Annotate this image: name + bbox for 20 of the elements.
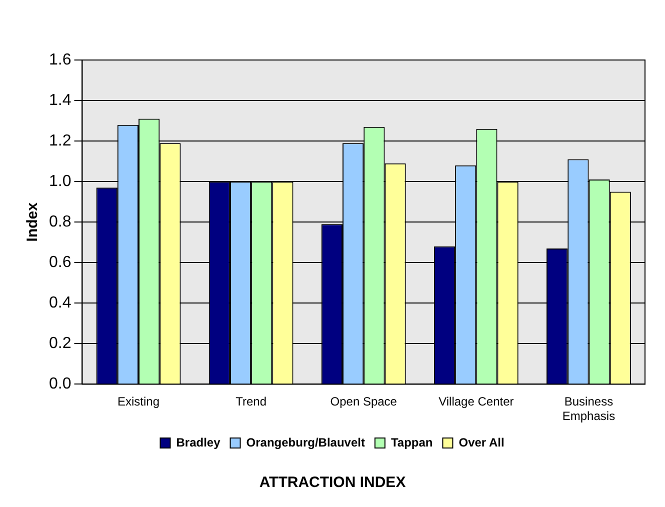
y-tick-label: 1.6	[48, 51, 72, 68]
legend-label: Orangeburg/Blauvelt	[246, 435, 365, 450]
y-tick-label: 0.2	[48, 335, 72, 352]
x-tick-label: Existing	[118, 394, 160, 409]
legend-label: Over All	[458, 435, 504, 450]
y-axis-title: Index	[24, 202, 42, 242]
legend-label: Tappan	[390, 435, 433, 450]
text: ATTRACTION INDEX	[259, 474, 406, 492]
y-tick-label: 1.0	[48, 172, 72, 190]
x-tick-label: Business Emphasis	[562, 394, 616, 424]
y-tick-label: 0.8	[48, 214, 72, 231]
y-tick-label: 1.4	[48, 92, 72, 109]
y-tick-label: 0.6	[48, 254, 72, 272]
y-tick-label: 0.0	[48, 376, 72, 393]
x-tick-label: Trend	[236, 394, 267, 409]
x-tick-label: Open Space	[330, 394, 398, 409]
legend-label: Bradley	[176, 435, 221, 450]
x-tick-label: Village Center	[438, 394, 514, 409]
y-tick-label: 1.2	[48, 132, 72, 150]
y-tick-label: 0.4	[48, 294, 72, 312]
